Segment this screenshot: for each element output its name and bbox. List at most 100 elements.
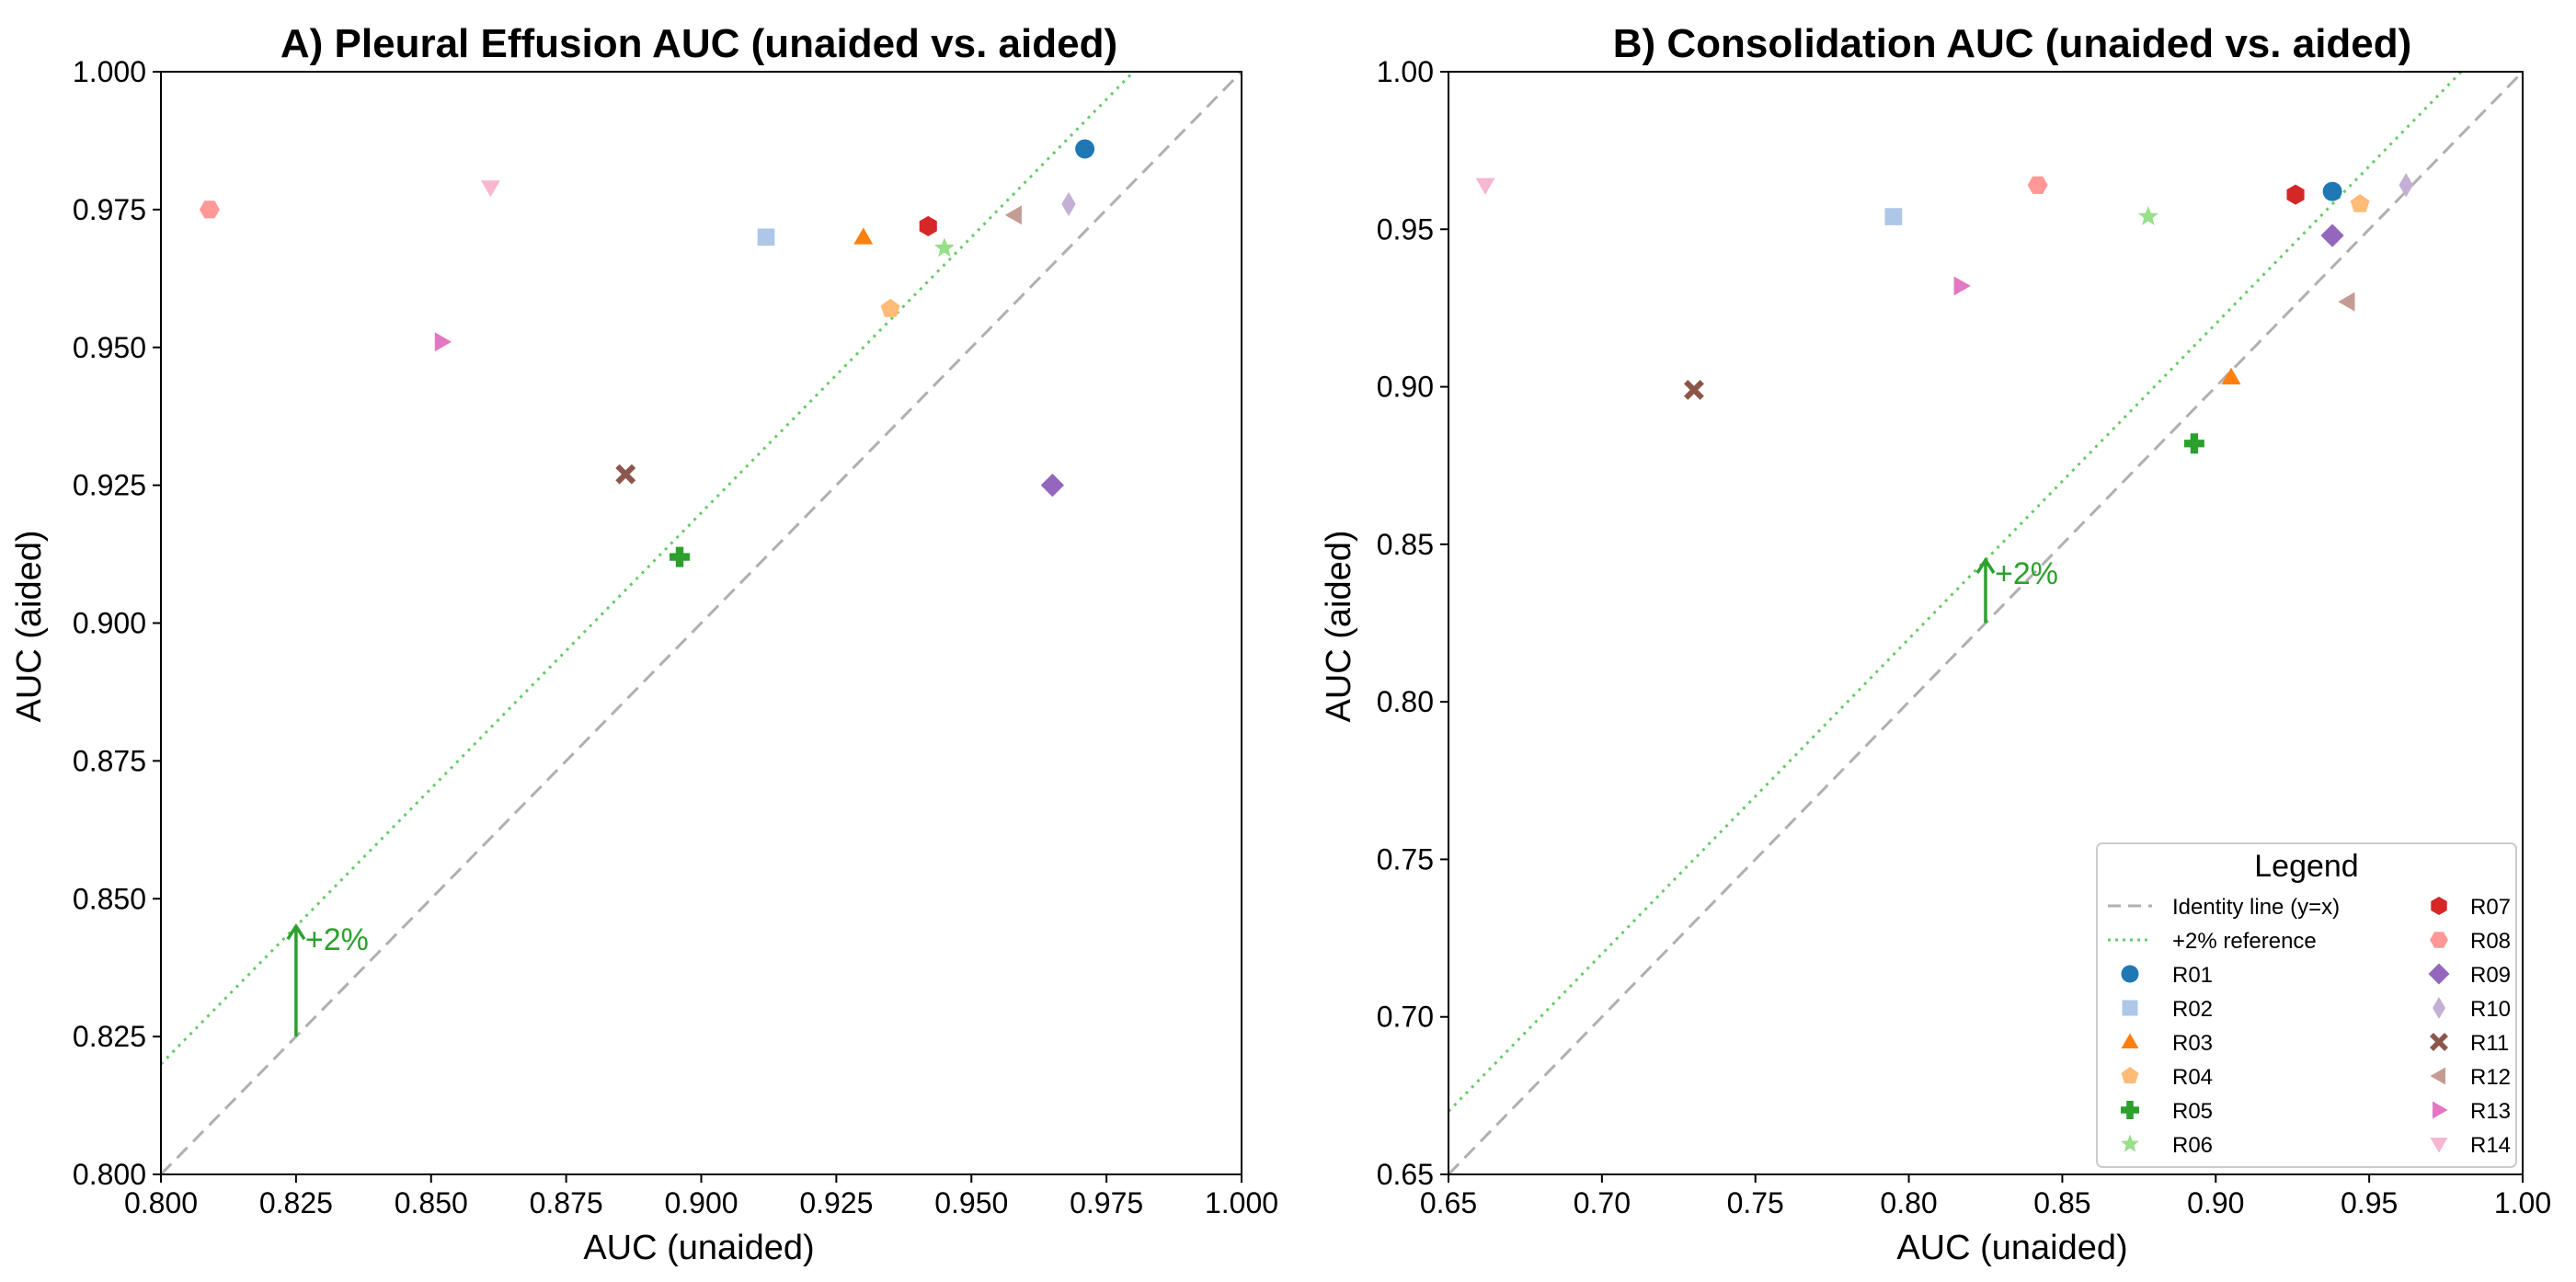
y-tick-label-a: 1.000 bbox=[73, 55, 146, 88]
legend-label-r04: R04 bbox=[2172, 1065, 2213, 1090]
legend-label-r08: R08 bbox=[2470, 929, 2511, 954]
legend-label-r01: R01 bbox=[2172, 963, 2213, 988]
point-r10-b bbox=[2399, 173, 2413, 198]
point-r06-b bbox=[2137, 206, 2158, 225]
plus2-annotation-b: +2% bbox=[1995, 556, 2058, 591]
point-r14-b bbox=[1475, 177, 1495, 195]
legend-label-r14: R14 bbox=[2470, 1133, 2511, 1158]
legend-label-r11: R11 bbox=[2470, 1031, 2509, 1056]
plot-frame-a bbox=[160, 71, 1242, 1175]
point-r12-b bbox=[2338, 292, 2355, 312]
legend-identity-label: Identity line (y=x) bbox=[2172, 895, 2340, 920]
legend-label-r12: R12 bbox=[2470, 1065, 2511, 1090]
x-tick-label-a: 0.875 bbox=[530, 1186, 603, 1219]
point-r08-a bbox=[199, 200, 220, 219]
point-r08-b bbox=[2027, 176, 2048, 194]
identity-line-a bbox=[161, 72, 1242, 1174]
y-tick-label-b: 0.65 bbox=[1377, 1158, 1434, 1191]
x-tick-label-b: 0.80 bbox=[1880, 1186, 1937, 1219]
point-r07-b bbox=[2286, 184, 2305, 205]
legend-marker-r11 bbox=[2430, 1033, 2448, 1051]
point-r05-b bbox=[2183, 433, 2204, 454]
legend: Legend Identity line (y=x) +2% reference… bbox=[2096, 842, 2517, 1168]
y-tick-label-a: 0.825 bbox=[73, 1020, 146, 1053]
point-r01-b bbox=[2322, 181, 2342, 201]
y-tick-label-b: 0.80 bbox=[1377, 685, 1434, 718]
plus2-arrow-head-a bbox=[286, 922, 306, 941]
y-tick-label-b: 1.00 bbox=[1377, 55, 1434, 88]
x-tick-label-b: 0.90 bbox=[2187, 1186, 2244, 1219]
x-tick-label-a: 1.000 bbox=[1205, 1186, 1278, 1219]
panel-a: A) Pleural Effusion AUC (unaided vs. aid… bbox=[10, 21, 1278, 1267]
y-tick-label-a: 0.900 bbox=[73, 607, 146, 640]
plus2-annotation-a: +2% bbox=[305, 922, 369, 957]
legend-plus2-label: +2% reference bbox=[2172, 929, 2317, 954]
legend-marker-r03 bbox=[2121, 1033, 2139, 1048]
x-tick-label-a: 0.825 bbox=[259, 1186, 333, 1219]
x-tick-label-b: 0.85 bbox=[2033, 1186, 2090, 1219]
y-tick-label-a: 0.800 bbox=[73, 1158, 146, 1191]
legend-label-r03: R03 bbox=[2172, 1031, 2213, 1056]
x-tick-label-b: 0.95 bbox=[2341, 1186, 2398, 1219]
point-r04-b bbox=[2350, 193, 2370, 212]
y-tick-label-a: 0.925 bbox=[73, 469, 146, 502]
legend-label-r05: R05 bbox=[2172, 1099, 2213, 1124]
plus2-line-a bbox=[161, 72, 1136, 1066]
point-r12-a bbox=[1004, 205, 1022, 225]
legend-marker-r02 bbox=[2122, 1000, 2138, 1016]
y-tick-label-b: 0.75 bbox=[1377, 842, 1434, 876]
legend-marker-r07 bbox=[2431, 897, 2447, 915]
point-r13-b bbox=[1953, 276, 1971, 296]
x-axis-label-b: AUC (unaided) bbox=[1896, 1229, 2127, 1267]
x-tick-label-a: 0.800 bbox=[124, 1186, 198, 1219]
y-axis-label-b: AUC (aided) bbox=[1320, 530, 1358, 722]
chart-title-a: A) Pleural Effusion AUC (unaided vs. aid… bbox=[280, 21, 1117, 66]
y-tick-label-b: 0.95 bbox=[1377, 212, 1434, 246]
legend-label-r07: R07 bbox=[2470, 895, 2511, 920]
legend-title: Legend bbox=[2254, 849, 2358, 884]
legend-marker-r05 bbox=[2121, 1101, 2139, 1119]
x-tick-label-a: 0.975 bbox=[1070, 1186, 1143, 1219]
point-r11-a bbox=[615, 464, 636, 485]
x-tick-label-a: 0.900 bbox=[664, 1186, 738, 1219]
x-tick-label-a: 0.850 bbox=[395, 1186, 468, 1219]
point-r04-a bbox=[880, 298, 900, 317]
x-tick-label-b: 0.75 bbox=[1727, 1186, 1784, 1219]
plus2-arrow-head-b bbox=[1975, 556, 1996, 574]
legend-label-r09: R09 bbox=[2470, 963, 2511, 988]
point-r02-b bbox=[1884, 208, 1903, 225]
x-axis-label-a: AUC (unaided) bbox=[583, 1229, 814, 1267]
legend-label-r06: R06 bbox=[2172, 1133, 2213, 1158]
point-r07-a bbox=[919, 215, 937, 236]
point-r03-a bbox=[853, 227, 874, 245]
x-tick-label-b: 0.70 bbox=[1574, 1186, 1631, 1219]
legend-marker-r13 bbox=[2433, 1101, 2448, 1119]
point-r05-a bbox=[670, 546, 690, 567]
y-tick-label-b: 0.70 bbox=[1377, 1001, 1434, 1034]
y-tick-label-a: 0.975 bbox=[73, 193, 146, 226]
legend-label-r10: R10 bbox=[2470, 997, 2511, 1022]
legend-marker-r12 bbox=[2430, 1067, 2445, 1085]
legend-marker-r10 bbox=[2433, 997, 2445, 1019]
y-tick-label-b: 0.90 bbox=[1377, 371, 1434, 404]
point-r13-a bbox=[434, 332, 452, 352]
legend-marker-r14 bbox=[2430, 1138, 2448, 1153]
point-r09-a bbox=[1040, 474, 1064, 498]
x-tick-label-b: 1.00 bbox=[2494, 1186, 2551, 1219]
x-tick-label-a: 0.925 bbox=[799, 1186, 873, 1219]
point-r01-a bbox=[1075, 139, 1095, 159]
point-r03-b bbox=[2221, 367, 2241, 384]
panel-b: B) Consolidation AUC (unaided vs. aided)… bbox=[1320, 21, 2551, 1267]
legend-marker-r09 bbox=[2428, 963, 2450, 985]
x-tick-label-b: 0.65 bbox=[1420, 1186, 1477, 1219]
y-tick-label-a: 0.875 bbox=[73, 744, 146, 777]
legend-marker-r04 bbox=[2121, 1067, 2139, 1084]
plot-frame-b bbox=[1448, 71, 2524, 1175]
y-tick-label-a: 0.850 bbox=[73, 882, 146, 915]
legend-marker-r06 bbox=[2121, 1134, 2139, 1152]
legend-box bbox=[2096, 842, 2517, 1168]
y-tick-label-a: 0.950 bbox=[73, 331, 146, 364]
point-r10-a bbox=[1061, 191, 1076, 217]
point-r14-a bbox=[480, 180, 500, 198]
